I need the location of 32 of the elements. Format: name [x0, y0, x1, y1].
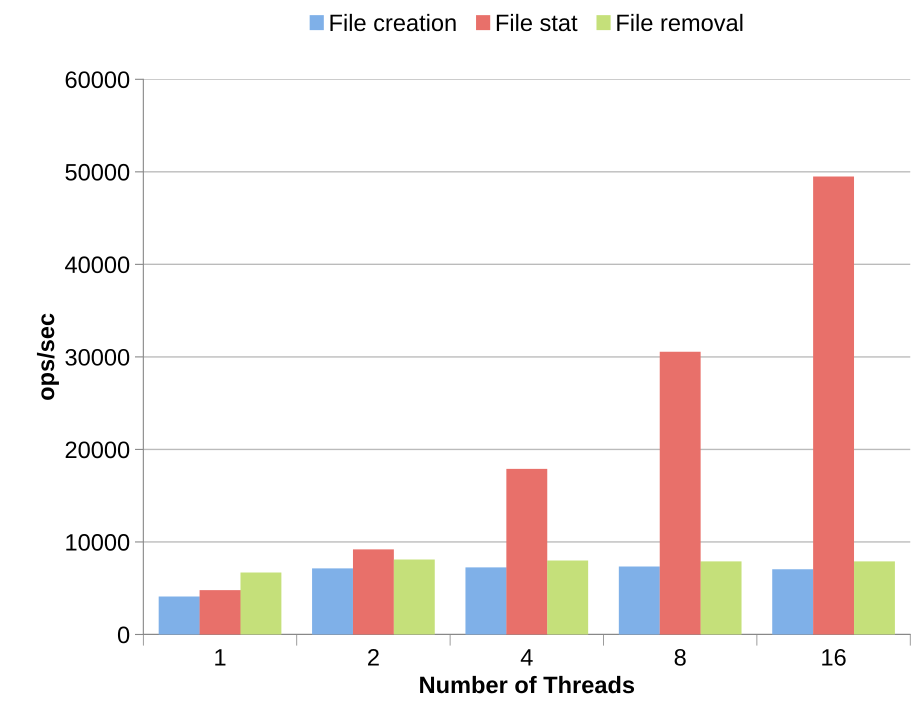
legend-label: File stat [496, 14, 578, 32]
bar [312, 568, 353, 634]
y-tick-label: 50000 [65, 164, 130, 181]
bar [240, 572, 282, 634]
bar [813, 176, 854, 634]
bar [547, 560, 588, 634]
bar [465, 567, 506, 634]
x-tick-label: 8 [674, 648, 686, 666]
x-tick-label: 2 [368, 648, 379, 666]
bar [772, 569, 814, 634]
x-tick-label: 16 [822, 648, 846, 666]
y-tick-label: 0 [118, 626, 130, 644]
x-axis-title: Number of Threads [420, 676, 634, 694]
bar [200, 590, 240, 634]
legend-label: File removal [617, 14, 742, 32]
bar [660, 352, 701, 634]
bar [394, 560, 435, 634]
x-tick-label: 4 [520, 649, 533, 666]
y-tick-label: 30000 [65, 348, 130, 366]
bar [352, 549, 394, 634]
y-tick-label: 60000 [66, 71, 130, 88]
legend-label: File creation [330, 14, 456, 32]
y-tick-label: 10000 [66, 534, 130, 551]
bar [506, 468, 548, 634]
bar [618, 566, 660, 634]
bar [854, 561, 895, 634]
y-tick-label: 20000 [66, 441, 130, 458]
bar [700, 561, 742, 634]
y-axis-title: ops/sec [36, 314, 59, 400]
y-tick-label: 40000 [65, 256, 130, 274]
bar [158, 596, 200, 634]
x-tick-label: 1 [215, 649, 226, 666]
